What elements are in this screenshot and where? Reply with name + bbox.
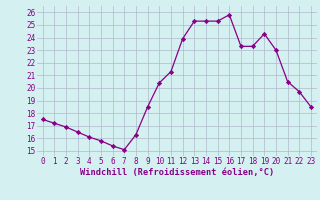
X-axis label: Windchill (Refroidissement éolien,°C): Windchill (Refroidissement éolien,°C) <box>80 168 274 177</box>
